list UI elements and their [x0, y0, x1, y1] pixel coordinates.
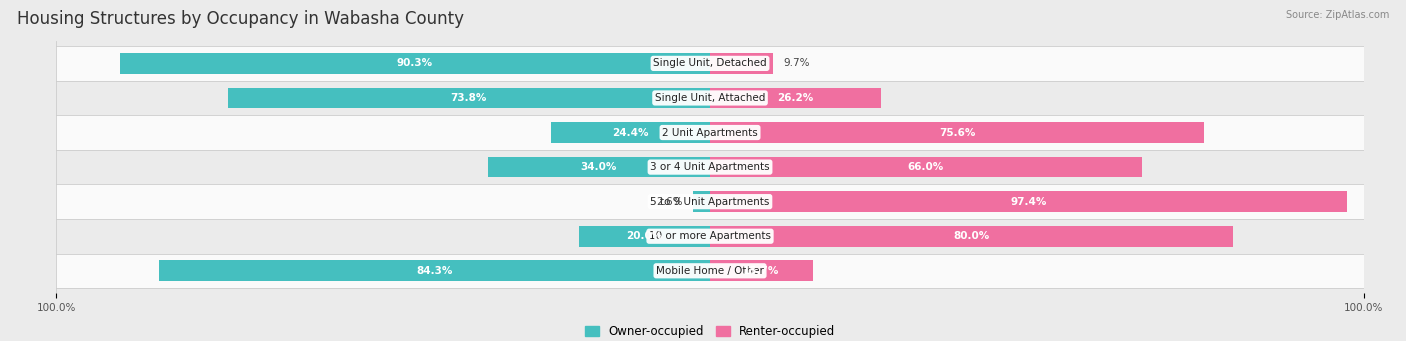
Bar [56, 184, 1364, 219]
Text: 66.0%: 66.0% [908, 162, 943, 172]
Text: 84.3%: 84.3% [416, 266, 453, 276]
Text: 97.4%: 97.4% [1011, 197, 1046, 207]
Bar [710, 261, 813, 281]
Text: Source: ZipAtlas.com: Source: ZipAtlas.com [1285, 10, 1389, 20]
Text: 80.0%: 80.0% [953, 231, 990, 241]
Bar [56, 253, 1364, 288]
Bar [710, 226, 1233, 247]
Text: 75.6%: 75.6% [939, 128, 976, 137]
Bar [579, 226, 710, 247]
Text: 3 or 4 Unit Apartments: 3 or 4 Unit Apartments [650, 162, 770, 172]
Bar [56, 219, 1364, 253]
Bar [710, 53, 773, 74]
Bar [551, 122, 710, 143]
Bar [710, 157, 1142, 177]
Bar [56, 46, 1364, 81]
Text: 15.7%: 15.7% [744, 266, 779, 276]
Legend: Owner-occupied, Renter-occupied: Owner-occupied, Renter-occupied [579, 321, 841, 341]
Text: Single Unit, Detached: Single Unit, Detached [654, 58, 766, 69]
Bar [488, 157, 710, 177]
Text: Mobile Home / Other: Mobile Home / Other [657, 266, 763, 276]
Text: 2 Unit Apartments: 2 Unit Apartments [662, 128, 758, 137]
Bar [56, 150, 1364, 184]
Text: 24.4%: 24.4% [612, 128, 648, 137]
Bar [159, 261, 710, 281]
Text: 2.6%: 2.6% [657, 197, 683, 207]
Bar [710, 88, 882, 108]
Bar [120, 53, 710, 74]
Text: Single Unit, Attached: Single Unit, Attached [655, 93, 765, 103]
Text: 26.2%: 26.2% [778, 93, 814, 103]
Text: 9.7%: 9.7% [783, 58, 810, 69]
Bar [56, 81, 1364, 115]
Bar [693, 191, 710, 212]
Bar [710, 122, 1205, 143]
Text: 10 or more Apartments: 10 or more Apartments [650, 231, 770, 241]
Text: 90.3%: 90.3% [396, 58, 433, 69]
Text: 73.8%: 73.8% [450, 93, 486, 103]
Bar [228, 88, 710, 108]
Text: 34.0%: 34.0% [581, 162, 617, 172]
Bar [710, 191, 1347, 212]
Text: 5 to 9 Unit Apartments: 5 to 9 Unit Apartments [651, 197, 769, 207]
Bar [56, 115, 1364, 150]
Text: Housing Structures by Occupancy in Wabasha County: Housing Structures by Occupancy in Wabas… [17, 10, 464, 28]
Text: 20.0%: 20.0% [627, 231, 662, 241]
